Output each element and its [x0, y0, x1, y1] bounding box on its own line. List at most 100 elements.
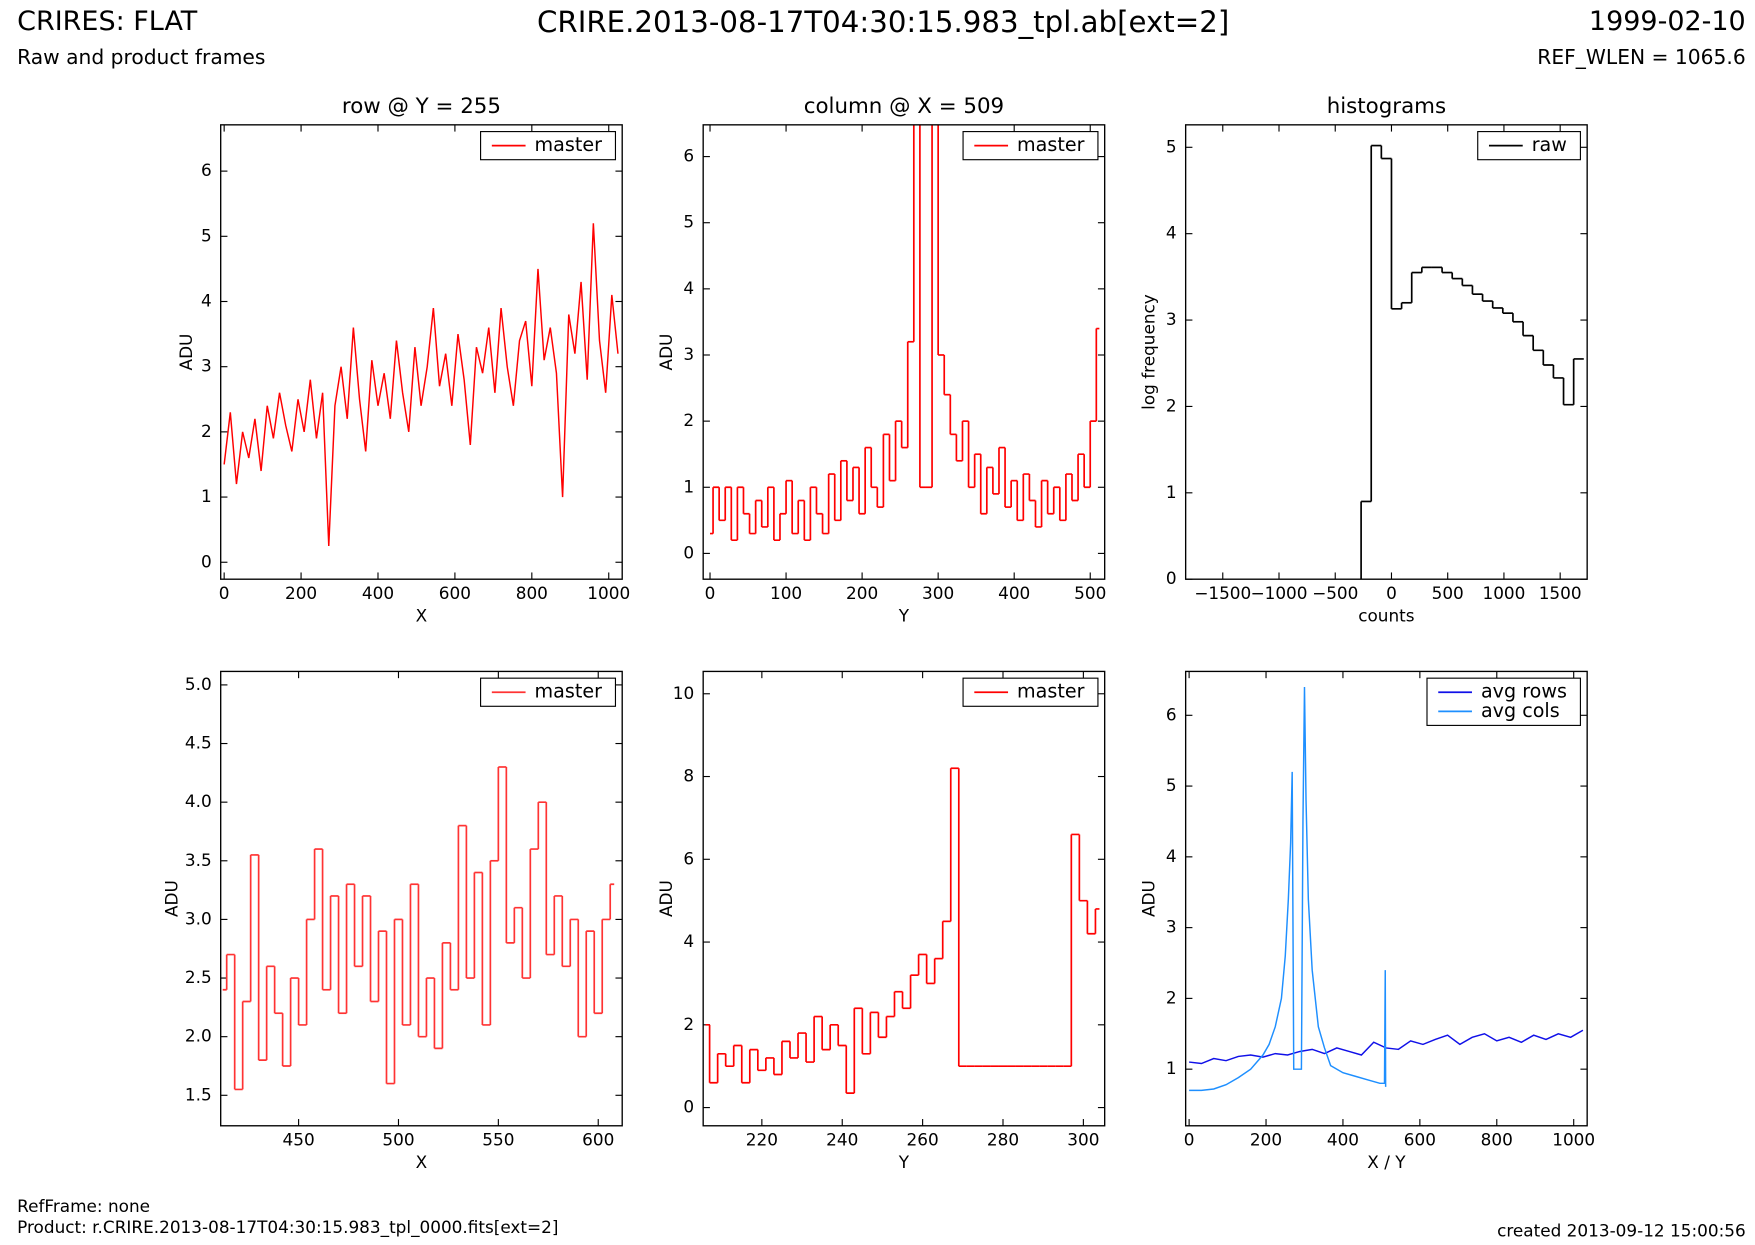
y-tick-label: 0 [683, 1097, 694, 1117]
plot-frame [220, 670, 623, 1127]
x-tick-label: 200 [1250, 1129, 1282, 1149]
panel-title: column @ X = 509 [804, 94, 1004, 119]
y-tick-label: 2 [1166, 987, 1177, 1007]
data-layer [1360, 144, 1584, 580]
y-axis-label: ADU [161, 880, 181, 917]
plot-frame [702, 124, 1106, 580]
y-tick-label: 4 [683, 931, 694, 951]
y-tick-label: 0 [683, 542, 694, 562]
y-tick-label: 3.5 [185, 850, 212, 870]
legend-label: raw [1532, 133, 1567, 156]
x-tick-label: −500 [1312, 583, 1358, 603]
x-tick-label: 1500 [1539, 583, 1582, 603]
y-tick-label: 3 [1166, 917, 1177, 937]
y-tick-label: 1.5 [185, 1084, 212, 1104]
date: 1999-02-10 [1589, 6, 1746, 37]
x-tick-label: 260 [907, 1129, 939, 1149]
legend: master [480, 131, 617, 161]
y-tick-label: 10 [673, 683, 694, 703]
x-tick-label: 500 [382, 1129, 414, 1149]
panel: X / Y ADU 0 200 400 600 800 1000 1 2 3 4 5 6 avg rowsa… [1139, 670, 1595, 1172]
legend-label: master [535, 680, 603, 703]
panel: row @ Y = 255 X ADU 0 200 400 600 800 1000 0 1 2 3 4 5… [176, 94, 630, 625]
y-tick-label: 4.5 [185, 733, 212, 753]
data-layer [710, 124, 1100, 542]
y-tick-label: 0 [1166, 568, 1177, 588]
y-tick-label: 6 [201, 160, 212, 180]
y-tick-label: 2.0 [185, 1026, 212, 1046]
x-tick-label: 240 [826, 1129, 858, 1149]
y-tick-label: 1 [683, 476, 694, 496]
y-axis-label: ADU [176, 334, 196, 371]
y-tick-label: 5 [683, 212, 694, 232]
panel-title: row @ Y = 255 [342, 94, 501, 119]
product: Product: r.CRIRE.2013-08-17T04:30:15.983… [17, 1217, 558, 1238]
x-tick-label: −1000 [1250, 583, 1307, 603]
plot-frame [1184, 670, 1588, 1127]
y-tick-label: 3 [1166, 309, 1177, 329]
y-tick-label: 3.0 [185, 908, 212, 928]
x-tick-label: 600 [439, 583, 471, 603]
y-tick-label: 5 [201, 225, 212, 245]
plot-frame [1184, 124, 1588, 580]
y-tick-label: 0 [201, 551, 212, 571]
y-tick-label: 2.5 [185, 967, 212, 987]
x-tick-label: 300 [922, 583, 954, 603]
legend-label: avg cols [1481, 699, 1560, 722]
x-tick-label: 500 [1074, 583, 1106, 603]
y-tick-label: 1 [1166, 482, 1177, 502]
legend: master [962, 131, 1099, 161]
y-tick-label: 3 [683, 344, 694, 364]
y-tick-label: 4.0 [185, 791, 212, 811]
legend-label: master [535, 133, 603, 156]
refframe: RefFrame: none [17, 1196, 150, 1216]
x-tick-label: 0 [1184, 1129, 1195, 1149]
x-axis-label: Y [898, 605, 910, 625]
x-tick-label: 400 [362, 583, 394, 603]
y-tick-label: 6 [683, 146, 694, 166]
x-axis-label: X [416, 1152, 428, 1172]
y-tick-label: 4 [683, 278, 694, 298]
y-axis-label: ADU [656, 880, 676, 917]
x-tick-label: 1000 [1482, 583, 1525, 603]
page-title: CRIRES: FLAT [17, 6, 198, 37]
data-layer [705, 767, 1100, 1094]
x-tick-label: 100 [770, 583, 802, 603]
x-tick-label: 450 [283, 1129, 315, 1149]
x-tick-label: 0 [1386, 583, 1397, 603]
data-line [1189, 686, 1387, 1092]
x-axis-label: X [416, 605, 428, 625]
x-tick-label: 500 [1432, 583, 1464, 603]
x-tick-label: 400 [998, 583, 1030, 603]
panel: histograms counts log frequency −1500 −1000−… [1139, 94, 1588, 625]
x-tick-label: 550 [482, 1129, 514, 1149]
y-tick-label: 4 [1166, 223, 1177, 243]
y-tick-label: 3 [201, 356, 212, 376]
legend-label: avg rows [1481, 680, 1567, 703]
x-tick-label: 280 [987, 1129, 1019, 1149]
y-tick-label: 5 [1166, 136, 1177, 156]
x-axis-label: counts [1358, 605, 1414, 625]
y-tick-label: 1 [1166, 1058, 1177, 1078]
y-tick-label: 2 [1166, 395, 1177, 415]
x-axis-label: X / Y [1367, 1152, 1406, 1172]
y-tick-label: 6 [683, 848, 694, 868]
plot-frame [702, 670, 1106, 1127]
data-layer [1189, 686, 1584, 1092]
x-tick-label: 300 [1067, 1129, 1099, 1149]
x-tick-label: 0 [219, 583, 230, 603]
created: created 2013-09-12 15:00:56 [1497, 1221, 1746, 1241]
data-layer [222, 766, 615, 1091]
x-tick-label: 600 [1404, 1129, 1436, 1149]
plot-frame [220, 124, 623, 580]
y-tick-label: 6 [1166, 704, 1177, 724]
x-tick-label: 800 [516, 583, 548, 603]
page-subtitle: Raw and product frames [17, 45, 265, 69]
panel: X ADU 450 500 550 600 1.5 2.0 2.5 3.0 3.5 4.0 4.5 5.0… [161, 670, 623, 1172]
y-tick-label: 4 [1166, 846, 1177, 866]
y-axis-label: ADU [1139, 880, 1159, 917]
